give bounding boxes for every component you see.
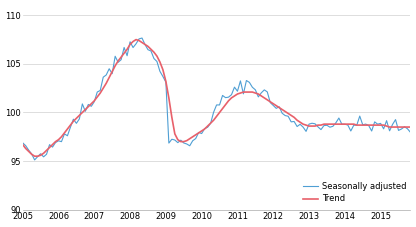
Legend: Seasonally adjusted, Trend: Seasonally adjusted, Trend — [303, 182, 406, 203]
Line: Seasonally adjusted: Seasonally adjusted — [23, 38, 411, 160]
Seasonally adjusted — [408, 131, 413, 134]
Trend — [322, 123, 327, 126]
Seasonally adjusted — [32, 158, 37, 161]
Trend — [149, 48, 154, 51]
Seasonally adjusted — [59, 140, 64, 143]
Trend — [20, 143, 25, 146]
Trend — [59, 135, 64, 138]
Seasonally adjusted — [139, 37, 144, 39]
Trend — [134, 38, 139, 41]
Seasonally adjusted — [149, 50, 154, 52]
Trend — [178, 140, 183, 143]
Seasonally adjusted — [223, 96, 228, 99]
Line: Trend: Trend — [23, 39, 411, 156]
Seasonally adjusted — [169, 138, 174, 141]
Trend — [408, 126, 413, 128]
Trend — [223, 103, 228, 106]
Trend — [32, 155, 37, 158]
Seasonally adjusted — [322, 124, 327, 127]
Seasonally adjusted — [178, 139, 183, 142]
Seasonally adjusted — [20, 141, 25, 144]
Trend — [169, 116, 174, 119]
